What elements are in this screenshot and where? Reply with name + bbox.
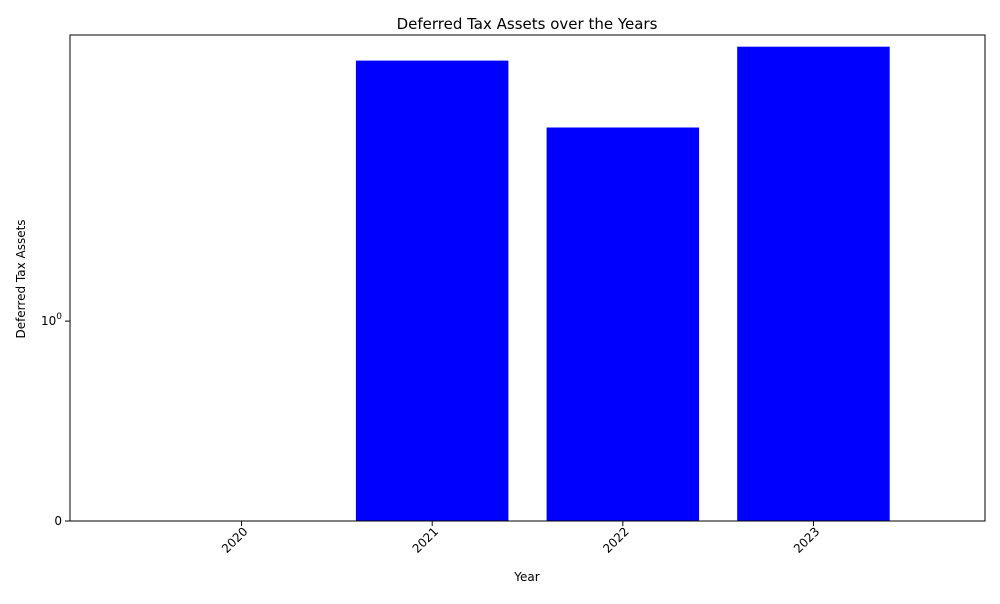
x-axis-ticks: 2020 2021 2022 2023	[219, 521, 822, 556]
x-tick-label: 2022	[600, 524, 631, 555]
chart-title: Deferred Tax Assets over the Years	[397, 15, 658, 33]
x-tick-label: 2023	[791, 524, 822, 555]
bars-layer	[355, 46, 890, 521]
bar-2021	[355, 60, 509, 521]
bar-2022	[546, 127, 700, 521]
y-tick-label: 100	[41, 312, 62, 328]
x-tick-label: 2020	[219, 524, 250, 555]
plot-frame	[69, 34, 986, 522]
x-axis-label: Year	[513, 570, 539, 584]
y-axis-label: Deferred Tax Assets	[14, 219, 28, 338]
y-axis-ticks: 0 100	[41, 312, 70, 528]
x-tick-label: 2021	[410, 524, 441, 555]
axes-frame	[69, 34, 986, 522]
y-tick-label: 0	[54, 514, 62, 528]
bar-2023	[737, 46, 890, 521]
